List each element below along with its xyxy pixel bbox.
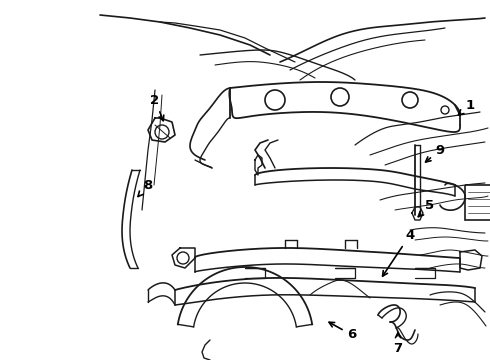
Text: 10: 10 <box>0 359 1 360</box>
Text: 8: 8 <box>138 179 152 197</box>
Text: 5: 5 <box>418 198 435 217</box>
Text: 4: 4 <box>383 229 415 276</box>
Text: 1: 1 <box>459 99 474 115</box>
Text: 6: 6 <box>329 322 357 342</box>
Text: 7: 7 <box>393 333 403 355</box>
Text: 2: 2 <box>150 94 164 121</box>
Text: 3: 3 <box>0 359 1 360</box>
Text: 9: 9 <box>425 144 444 162</box>
Bar <box>465 185 490 220</box>
